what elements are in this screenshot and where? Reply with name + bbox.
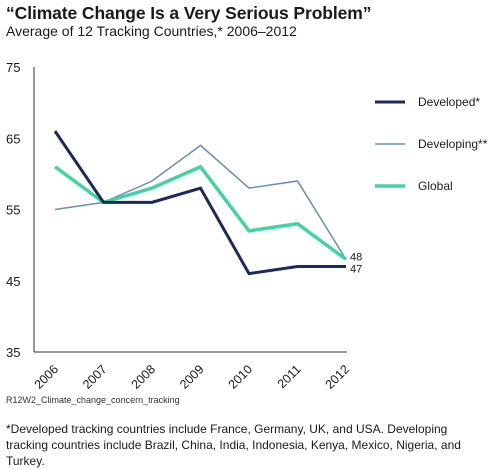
source-id: R12W2_Climate_change_concern_tracking [6,395,180,405]
series-line-developing [54,144,347,260]
x-tick-label: 2010 [226,362,256,392]
x-tick-label: 2011 [275,362,304,391]
chart-subtitle: Average of 12 Tracking Countries,* 2006–… [6,23,297,39]
y-tick-label: 75 [6,60,20,75]
series-line-global [53,164,348,261]
chart-title: “Climate Change Is a Very Serious Proble… [6,3,372,23]
footnote: *Developed tracking countries include Fr… [6,422,461,468]
y-tick-label: 45 [6,274,20,289]
x-tick-label: 2007 [80,362,110,392]
line-chart: 35 45 55 65 75 2006 2007 2008 2009 2010 2011 2012 4… [6,60,488,392]
x-tick-label: 2009 [177,362,207,392]
series-line-developed [53,130,346,276]
end-value-label: 48 [350,251,362,263]
y-tick-label: 55 [6,203,20,218]
legend-label: Developing** [418,137,488,151]
y-tick-label: 35 [6,345,20,360]
chart-legend: Developed* Developing** Global [375,95,488,193]
x-tick-label: 2008 [129,362,159,392]
legend-label: Developed* [418,95,480,109]
y-tick-label: 65 [6,131,20,146]
end-value-label: 47 [350,264,362,276]
x-tick-label: 2012 [323,362,353,392]
legend-label: Global [418,179,453,193]
x-tick-label: 2006 [32,362,62,392]
